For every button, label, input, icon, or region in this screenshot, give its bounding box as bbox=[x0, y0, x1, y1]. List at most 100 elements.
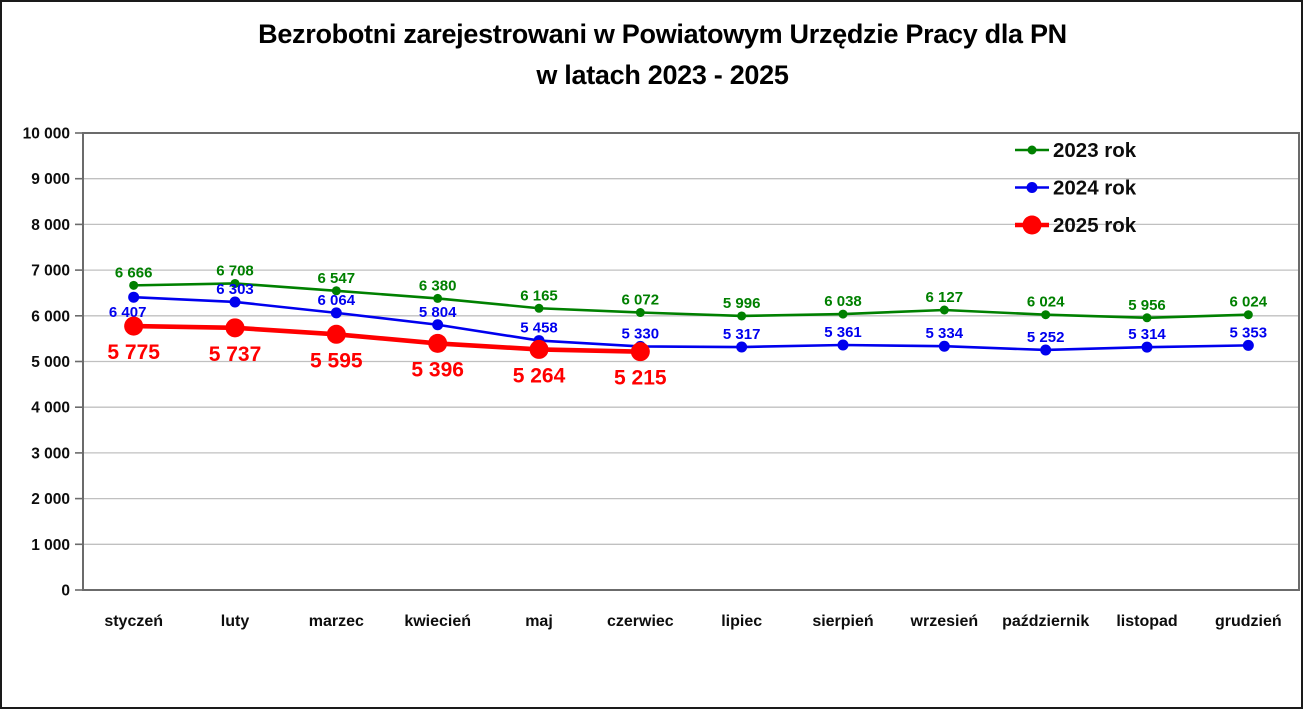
chart-title-line2: w latach 2023 - 2025 bbox=[536, 60, 789, 90]
data-point-2024-styczeń bbox=[128, 291, 140, 303]
data-point-2025-luty bbox=[225, 318, 245, 338]
legend-item-2025-rok: 2025 rok bbox=[1015, 214, 1137, 237]
data-point-2023-grudzień bbox=[1243, 310, 1253, 320]
x-axis-label-3: marzec bbox=[309, 613, 364, 630]
data-label-2025-luty: 5 737 bbox=[209, 343, 262, 366]
data-point-2025-styczeń bbox=[124, 316, 144, 336]
data-label-2024-czerwiec: 5 330 bbox=[622, 325, 660, 342]
data-label-2023-czerwiec: 6 072 bbox=[622, 292, 660, 309]
data-point-2023-sierpień bbox=[838, 309, 848, 319]
data-label-2023-listopad: 5 956 bbox=[1128, 297, 1166, 314]
y-axis-label: 6 000 bbox=[31, 308, 70, 325]
data-label-2024-styczeń: 6 407 bbox=[109, 304, 147, 321]
data-label-2024-kwiecień: 5 804 bbox=[419, 304, 457, 321]
series-2025-rok: 5 775 5 737 5 595 5 396 5 264 5 215 bbox=[107, 316, 667, 390]
data-label-2023-luty: 6 708 bbox=[216, 262, 254, 279]
y-axis-label: 2 000 bbox=[31, 491, 70, 508]
legend: 2023 rok 2024 rok 2025 rok bbox=[1015, 139, 1137, 237]
data-label-2023-lipiec: 5 996 bbox=[723, 295, 761, 312]
data-point-2025-marzec bbox=[326, 324, 346, 344]
data-label-2025-kwiecień: 5 396 bbox=[411, 358, 464, 381]
data-point-2023-maj bbox=[534, 303, 544, 313]
data-label-2024-listopad: 5 314 bbox=[1128, 326, 1166, 343]
data-point-2023-styczeń bbox=[129, 280, 139, 290]
data-point-2025-kwiecień bbox=[428, 333, 448, 353]
data-label-2024-październik: 5 252 bbox=[1027, 329, 1065, 346]
data-point-2023-kwiecień bbox=[433, 293, 443, 303]
data-label-2025-styczeń: 5 775 bbox=[107, 341, 160, 364]
series-2024-rok: 6 407 6 303 6 064 5 804 5 458 5 330 5 317 5 361… bbox=[109, 281, 1267, 356]
data-point-2025-czerwiec bbox=[630, 342, 650, 362]
x-axis-label-6: czerwiec bbox=[607, 613, 674, 630]
y-axis-label: 7 000 bbox=[31, 263, 70, 280]
legend-label: 2023 rok bbox=[1053, 139, 1137, 162]
y-axis-label: 3 000 bbox=[31, 445, 70, 462]
data-label-2023-styczeń: 6 666 bbox=[115, 264, 153, 281]
data-point-2024-grudzień bbox=[1242, 339, 1254, 351]
data-point-2023-listopad bbox=[1142, 313, 1152, 323]
y-axis: 0 1 000 2 000 3 000 4 000 5 000 6 000 7 000 8 00… bbox=[23, 126, 83, 600]
legend-label: 2024 rok bbox=[1053, 177, 1137, 200]
series-line-2024-rok bbox=[132, 295, 1250, 352]
data-point-2024-luty bbox=[229, 296, 241, 308]
data-label-2025-maj: 5 264 bbox=[513, 364, 566, 387]
data-point-2023-wrzesień bbox=[939, 305, 949, 315]
legend-marker bbox=[1027, 145, 1037, 155]
data-label-2024-wrzesień: 5 334 bbox=[926, 325, 964, 342]
x-axis-label-10: październik bbox=[1002, 613, 1089, 630]
series-line-2023-rok bbox=[132, 282, 1250, 320]
data-label-2023-maj: 6 165 bbox=[520, 287, 558, 304]
data-point-2023-marzec bbox=[331, 286, 341, 296]
data-label-2023-sierpień: 6 038 bbox=[824, 293, 862, 310]
y-axis-label: 5 000 bbox=[31, 354, 70, 371]
y-axis-label: 4 000 bbox=[31, 400, 70, 417]
gridlines bbox=[83, 178, 1299, 545]
y-axis-label: 10 000 bbox=[23, 126, 70, 143]
legend-marker bbox=[1022, 215, 1042, 235]
data-label-2023-kwiecień: 6 380 bbox=[419, 277, 457, 294]
data-label-2024-marzec: 6 064 bbox=[318, 292, 356, 309]
data-label-2024-maj: 5 458 bbox=[520, 320, 558, 337]
x-axis-label-5: maj bbox=[525, 613, 553, 630]
series-2023-rok: 6 666 6 708 6 547 6 380 6 165 6 072 5 996 6 038… bbox=[115, 262, 1268, 323]
x-axis-label-11: listopad bbox=[1116, 613, 1177, 630]
data-label-2024-lipiec: 5 317 bbox=[723, 326, 761, 343]
legend-label: 2025 rok bbox=[1053, 214, 1137, 237]
legend-marker bbox=[1026, 182, 1038, 193]
data-point-2023-lipiec bbox=[737, 311, 747, 321]
data-label-2023-październik: 6 024 bbox=[1027, 294, 1065, 311]
data-label-2024-luty: 6 303 bbox=[216, 281, 254, 298]
x-axis-label-8: sierpień bbox=[812, 613, 873, 630]
data-label-2023-marzec: 6 547 bbox=[318, 270, 356, 287]
data-point-2024-listopad bbox=[1141, 341, 1153, 353]
legend-item-2023-rok: 2023 rok bbox=[1015, 139, 1137, 162]
x-axis-label-9: wrzesień bbox=[910, 613, 979, 630]
chart-title: Bezrobotni zarejestrowani w Powiatowym U… bbox=[2, 14, 1301, 96]
data-label-2024-sierpień: 5 361 bbox=[824, 324, 862, 341]
data-label-2025-czerwiec: 5 215 bbox=[614, 367, 667, 390]
data-point-2025-maj bbox=[529, 339, 549, 359]
series-line-2025-rok bbox=[131, 323, 643, 354]
x-axis-label-2: luty bbox=[221, 613, 250, 630]
x-axis-label-4: kwiecień bbox=[404, 613, 471, 630]
y-axis-label: 1 000 bbox=[31, 537, 70, 554]
data-point-2024-lipiec bbox=[736, 341, 748, 353]
data-point-2024-marzec bbox=[330, 307, 342, 319]
data-point-2024-kwiecień bbox=[432, 319, 444, 331]
data-point-2024-wrzesień bbox=[938, 340, 950, 352]
data-label-2023-grudzień: 6 024 bbox=[1230, 294, 1268, 311]
data-point-2023-październik bbox=[1041, 310, 1051, 320]
data-label-2023-wrzesień: 6 127 bbox=[926, 289, 964, 306]
x-axis-label-12: grudzień bbox=[1215, 613, 1282, 630]
data-label-2025-marzec: 5 595 bbox=[310, 349, 363, 372]
x-axis: styczeń luty marzec kwiecień maj czerwiec lipi… bbox=[104, 613, 1281, 630]
y-axis-label: 8 000 bbox=[31, 217, 70, 234]
y-axis-label: 0 bbox=[61, 583, 70, 600]
data-point-2024-październik bbox=[1040, 344, 1052, 356]
x-axis-label-1: styczeń bbox=[104, 613, 163, 630]
y-axis-label: 9 000 bbox=[31, 171, 70, 188]
x-axis-label-7: lipiec bbox=[721, 613, 762, 630]
data-point-2023-luty bbox=[230, 278, 240, 288]
